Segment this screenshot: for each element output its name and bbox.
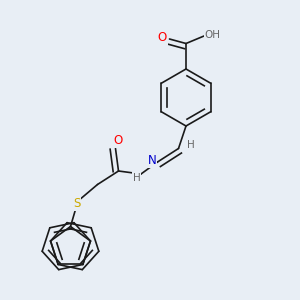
Text: H: H bbox=[187, 140, 194, 151]
Text: O: O bbox=[158, 31, 166, 44]
Text: H: H bbox=[187, 140, 194, 151]
Text: H: H bbox=[133, 172, 140, 183]
Text: O: O bbox=[114, 134, 123, 148]
Text: OH: OH bbox=[204, 30, 220, 40]
Text: N: N bbox=[148, 154, 157, 167]
Text: S: S bbox=[73, 197, 80, 210]
Text: N: N bbox=[148, 154, 157, 167]
Text: OH: OH bbox=[204, 30, 220, 40]
Text: S: S bbox=[73, 197, 80, 210]
Text: O: O bbox=[114, 134, 123, 148]
Text: H: H bbox=[133, 172, 140, 183]
Text: O: O bbox=[158, 31, 166, 44]
